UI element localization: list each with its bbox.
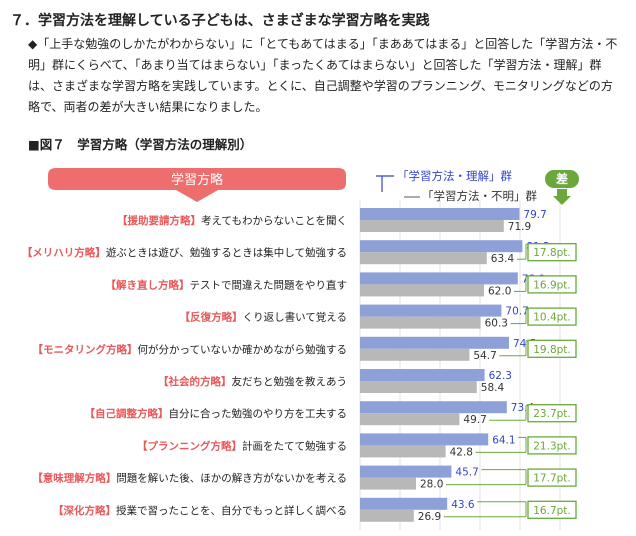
bar-understand: [360, 497, 448, 510]
category-desc: 友だちと勉強を教えあう: [232, 375, 348, 388]
diff-badge: [527, 307, 577, 326]
bar-unclear: [360, 413, 460, 426]
bar-understand: [360, 240, 523, 253]
value-label-unclear: 49.7: [463, 414, 486, 426]
value-label-unclear: 42.8: [450, 446, 473, 458]
diff-badge-label: 16.9pt.: [533, 279, 571, 291]
bar-understand: [360, 272, 518, 285]
value-label-unclear: 28.0: [420, 479, 443, 491]
header-arrow: [176, 190, 218, 202]
value-label-unclear: 63.4: [491, 253, 515, 265]
diff-badge: [527, 243, 577, 262]
bar-unclear: [360, 509, 414, 522]
bar-unclear: [360, 316, 481, 329]
diff-badge: [527, 339, 577, 358]
value-label-unclear: 58.4: [481, 382, 505, 394]
diff-badge-label: 17.7pt.: [533, 473, 571, 485]
value-label-unclear: 62.0: [488, 285, 511, 297]
bar-unclear: [360, 445, 446, 458]
bar-understand: [360, 304, 502, 317]
diff-badge: [527, 468, 577, 487]
category-tag: 【自己調整方略】: [85, 407, 169, 420]
intro-paragraph: ◆「上手な勉強のしかたがわからない」に「とてもあてはまる」「まああてはまる」と回…: [28, 37, 618, 114]
category-desc: テストで間違えた問題をやり直す: [190, 278, 348, 291]
category-label: 【意味理解方略】問題を解いた後、ほかの解き方がないかを考える: [32, 472, 347, 485]
diff-badge: [527, 436, 577, 455]
bar-understand: [360, 208, 520, 220]
bar-understand: [360, 401, 507, 414]
diff-badge-label: 10.4pt.: [533, 312, 571, 324]
category-tag: 【意味理解方略】: [32, 472, 116, 485]
category-tag: 【モニタリング方略】: [33, 343, 138, 356]
category-tag: 【プランニング方略】: [137, 439, 242, 452]
category-label: 【援助要請方略】考えてもわからないことを聞く: [117, 214, 347, 227]
bar-unclear: [360, 252, 487, 265]
category-tag: 【解き直し方略】: [106, 278, 190, 291]
diff-badge: [527, 275, 577, 294]
legend-unclear-label: 「学習方法・不明」群: [422, 189, 537, 203]
diff-badge-label: 17.8pt.: [533, 247, 571, 259]
category-label: 【解き直し方略】テストで間違えた問題をやり直す: [106, 278, 348, 291]
category-tag: 【社会的方略】: [158, 375, 232, 388]
diff-header-arrow: [553, 189, 571, 205]
bar-unclear: [360, 284, 484, 297]
diff-header-label: 差: [555, 171, 568, 186]
value-label-unclear: 54.7: [473, 350, 496, 362]
value-label-unclear: 60.3: [485, 318, 508, 330]
category-desc: 何が分かっていないか確かめながら勉強する: [138, 343, 347, 356]
category-label: 【深化方略】授業で習ったことを、自分でもっと詳しく調べる: [53, 504, 347, 517]
category-desc: 授業で習ったことを、自分でもっと詳しく調べる: [116, 504, 347, 517]
category-label: 【社会的方略】友だちと勉強を教えあう: [158, 375, 347, 388]
value-label-understand: 43.6: [451, 499, 475, 511]
value-label-unclear: 26.9: [418, 511, 441, 523]
diff-badge: [527, 500, 577, 519]
section-heading: ７．学習方法を理解している子どもは、さまざまな学習方略を実践: [10, 13, 430, 29]
diff-badge-label: 16.7pt.: [533, 505, 571, 517]
category-desc: 考えてもわからないことを聞く: [201, 215, 347, 227]
diff-badge-label: 21.3pt.: [533, 440, 571, 452]
bar-unclear: [360, 348, 470, 361]
diff-badge: [527, 404, 577, 423]
category-label: 【反復方略】くり返し書いて覚える: [180, 311, 347, 324]
category-desc: 問題を解いた後、ほかの解き方がないかを考える: [116, 472, 347, 485]
category-desc: 計画をたてて勉強する: [242, 439, 347, 452]
category-tag: 【深化方略】: [53, 504, 116, 517]
category-label: 【自己調整方略】自分に合った勉強のやり方を工夫する: [85, 407, 348, 420]
diff-badge-label: 23.7pt.: [533, 408, 571, 420]
diff-header-badge: [545, 170, 579, 188]
category-tag: 【援助要請方略】: [117, 214, 201, 227]
value-label-understand: 62.3: [489, 370, 512, 382]
strategy-header-label: 学習方略: [171, 172, 223, 188]
value-label-understand: 70.7: [505, 306, 528, 318]
category-label: 【モニタリング方略】何が分かっていないか確かめながら勉強する: [33, 343, 347, 356]
value-label-understand: 64.1: [492, 434, 515, 446]
bar-unclear: [360, 477, 416, 490]
value-label-unclear: 71.9: [508, 221, 531, 233]
category-label: 【メリハリ方略】遊ぶときは遊び、勉強するときは集中して勉強する: [22, 246, 347, 259]
value-label-understand: 45.7: [455, 467, 478, 479]
category-tag: 【反復方略】: [180, 311, 243, 324]
category-desc: 自分に合った勉強のやり方を工夫する: [169, 407, 348, 420]
strategy-header-banner: [48, 168, 346, 190]
bar-understand: [360, 369, 485, 381]
legend-understand-label: 「学習方法・理解」群: [397, 169, 512, 183]
bar-unclear: [360, 220, 504, 232]
figure-title: ■図７ 学習方略（学習方法の理解別）: [28, 137, 253, 152]
bar-understand: [360, 433, 489, 446]
bar-understand: [360, 336, 509, 349]
bar-unclear: [360, 381, 477, 393]
category-label: 【プランニング方略】計画をたてて勉強する: [137, 439, 347, 452]
value-label-understand: 79.7: [523, 209, 546, 221]
diff-badge-label: 19.8pt.: [533, 344, 571, 356]
bar-understand: [360, 465, 452, 478]
category-desc: 遊ぶときは遊び、勉強するときは集中して勉強する: [106, 246, 347, 259]
category-desc: くり返し書いて覚える: [243, 311, 347, 324]
category-tag: 【メリハリ方略】: [22, 246, 106, 259]
